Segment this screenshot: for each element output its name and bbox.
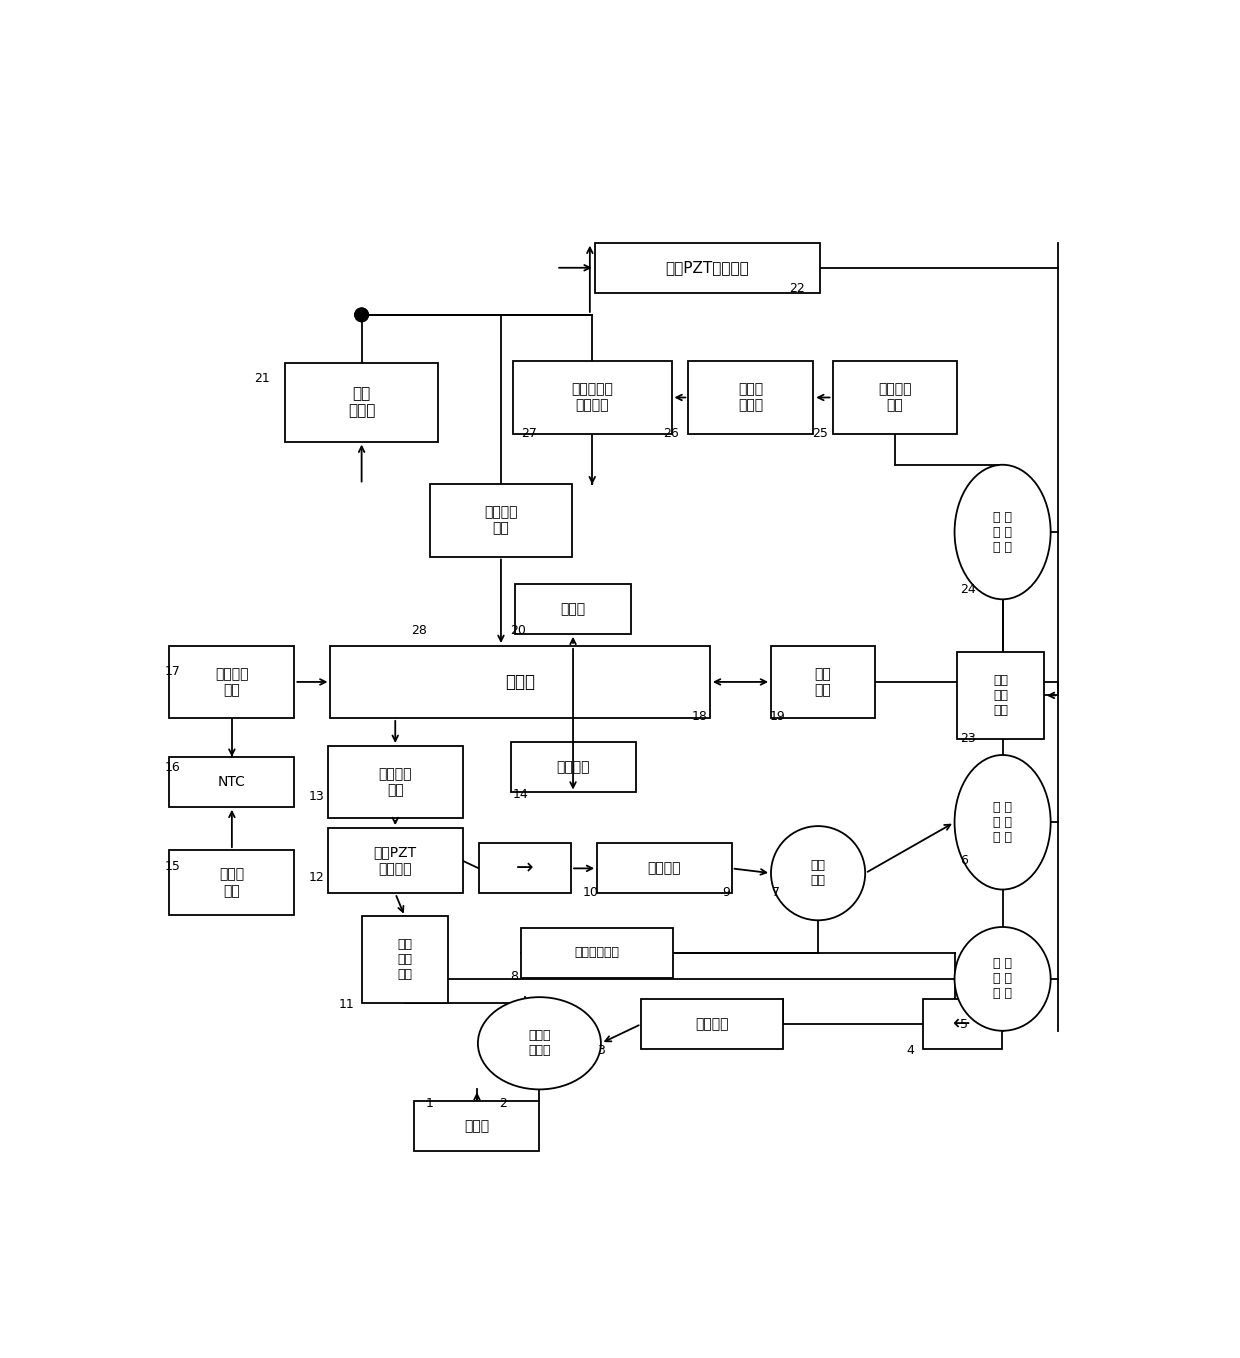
Bar xyxy=(285,363,439,441)
Text: 27: 27 xyxy=(522,426,537,440)
Text: →: → xyxy=(516,858,533,879)
Text: 12: 12 xyxy=(309,872,324,884)
Bar xyxy=(596,843,732,894)
Text: 光波分
复用器: 光波分 复用器 xyxy=(528,1029,551,1058)
Text: 耦 第
合 二
器 光: 耦 第 合 二 器 光 xyxy=(993,801,1012,843)
Text: 21: 21 xyxy=(254,372,270,384)
Text: NTC: NTC xyxy=(218,775,246,789)
Text: 13: 13 xyxy=(309,790,324,803)
Bar xyxy=(170,756,294,807)
Text: 电第
陶一
瓷压: 电第 陶一 瓷压 xyxy=(397,938,413,982)
Bar xyxy=(362,917,448,1004)
Text: 光滤波器: 光滤波器 xyxy=(647,861,681,876)
Text: 3: 3 xyxy=(596,1044,605,1058)
Bar xyxy=(923,999,1002,1048)
Bar xyxy=(688,361,813,433)
Text: 11: 11 xyxy=(339,998,355,1012)
Text: 2: 2 xyxy=(498,1097,507,1111)
Bar xyxy=(511,743,635,793)
Text: 串口
通信: 串口 通信 xyxy=(815,667,831,697)
Bar xyxy=(641,999,784,1048)
Circle shape xyxy=(355,308,368,322)
Text: 自适应幅度
归一电路: 自适应幅度 归一电路 xyxy=(572,383,614,413)
Text: 光电转换
电路: 光电转换 电路 xyxy=(878,383,911,413)
Text: 布拉格光栅组: 布拉格光栅组 xyxy=(574,947,620,960)
Text: 输入按键: 输入按键 xyxy=(557,760,590,774)
Text: 第二PZT驱动电路: 第二PZT驱动电路 xyxy=(666,261,749,276)
Text: 17: 17 xyxy=(165,665,181,678)
Ellipse shape xyxy=(955,928,1050,1031)
Bar xyxy=(327,828,463,894)
Ellipse shape xyxy=(771,826,866,921)
Text: 10: 10 xyxy=(583,885,599,899)
Text: 25: 25 xyxy=(812,426,828,440)
Bar xyxy=(170,646,294,718)
Text: 26: 26 xyxy=(663,426,678,440)
Text: 4: 4 xyxy=(906,1044,914,1058)
Text: 7: 7 xyxy=(773,885,780,899)
Text: 函数变
换电路: 函数变 换电路 xyxy=(738,383,764,413)
Text: 5: 5 xyxy=(960,1017,968,1031)
Text: 23: 23 xyxy=(960,732,976,746)
Text: 14: 14 xyxy=(512,788,528,801)
Circle shape xyxy=(355,308,368,322)
Ellipse shape xyxy=(955,755,1050,889)
Text: 15: 15 xyxy=(165,860,181,873)
Text: 6: 6 xyxy=(960,854,968,868)
Text: 耦 第
合 三
器 光: 耦 第 合 三 器 光 xyxy=(993,511,1012,554)
Text: 显示屏: 显示屏 xyxy=(560,602,585,617)
Text: 掺铒光纤: 掺铒光纤 xyxy=(696,1017,729,1031)
Text: 相位比较
电路: 相位比较 电路 xyxy=(484,505,518,535)
Text: 28: 28 xyxy=(412,623,427,637)
Bar xyxy=(521,928,673,978)
Bar xyxy=(771,646,874,718)
Text: 单片机: 单片机 xyxy=(505,674,536,691)
Text: 1: 1 xyxy=(425,1097,434,1111)
Bar xyxy=(595,243,821,293)
Text: 数模转换
电路: 数模转换 电路 xyxy=(378,767,412,797)
Text: 模数转换
电路: 模数转换 电路 xyxy=(215,667,249,697)
Bar xyxy=(430,485,572,557)
Text: 电第
陶二
瓷压: 电第 陶二 瓷压 xyxy=(993,674,1008,717)
Text: 泵浦源: 泵浦源 xyxy=(464,1119,490,1133)
Bar xyxy=(832,361,957,433)
Bar xyxy=(479,843,572,894)
Text: 22: 22 xyxy=(789,282,805,296)
Bar xyxy=(516,584,631,634)
Bar xyxy=(414,1101,539,1152)
Text: 24: 24 xyxy=(960,583,976,596)
Ellipse shape xyxy=(955,464,1050,599)
Text: 9: 9 xyxy=(722,885,729,899)
Text: 8: 8 xyxy=(510,971,518,983)
Text: 可控
频率源: 可控 频率源 xyxy=(348,386,376,418)
Bar xyxy=(957,652,1044,739)
Bar xyxy=(327,746,463,818)
Bar xyxy=(513,361,672,433)
Text: ←: ← xyxy=(954,1014,971,1033)
Text: 耦 第
合 一
器 光: 耦 第 合 一 器 光 xyxy=(993,957,1012,1001)
Text: 16: 16 xyxy=(165,760,180,774)
Text: 恒流源
电路: 恒流源 电路 xyxy=(219,868,244,898)
Bar xyxy=(330,646,711,718)
Text: 18: 18 xyxy=(692,710,708,722)
Text: 第一PZT
驱动电路: 第一PZT 驱动电路 xyxy=(373,846,417,876)
Text: 19: 19 xyxy=(770,710,786,722)
Bar xyxy=(170,850,294,915)
Ellipse shape xyxy=(477,997,601,1089)
Text: 20: 20 xyxy=(511,623,527,637)
Text: 光环
行器: 光环 行器 xyxy=(811,860,826,887)
